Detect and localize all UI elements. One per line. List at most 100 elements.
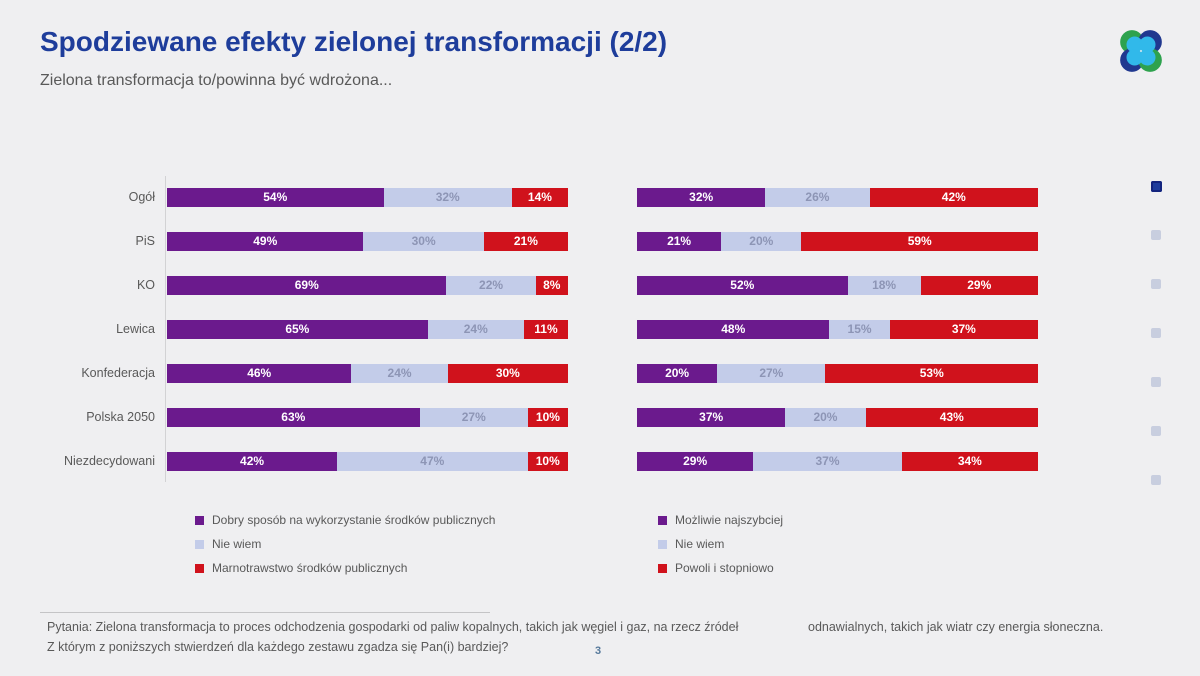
stacked-bar: 20% 27% 53% (637, 363, 1038, 383)
category-labels: Ogół PiS KO Lewica Konfederacja Polska 2050 Ni… (0, 175, 155, 483)
bar-row: 37% 20% 43% (637, 395, 1039, 439)
legend-item: Nie wiem (658, 532, 783, 556)
bar-segment: 21% (637, 231, 722, 251)
slide-nav-dot[interactable] (1151, 181, 1162, 192)
bar-segment: 59% (801, 231, 1038, 251)
bar-row: 20% 27% 53% (637, 351, 1038, 395)
bar-segment: 32% (637, 187, 766, 207)
bar-segment: 24% (351, 363, 448, 383)
stacked-bar: 48% 15% 37% (637, 319, 1039, 339)
bar-segment: 10% (527, 407, 568, 427)
legend-item: Możliwie najszybciej (658, 508, 783, 532)
page-title: Spodziewane efekty zielonej transformacj… (40, 26, 668, 57)
bar-segment: 18% (847, 275, 921, 295)
chart-public-funds: 54% 32% 14% 49% 30% 21% 69% 22% 8% 65% 24% 11% 46% 24… (167, 175, 568, 483)
bar-segment: 24% (427, 319, 524, 339)
legend-label: Nie wiem (675, 537, 725, 551)
bar-segment: 49% (167, 231, 364, 251)
bar-row: 21% 20% 59% (637, 219, 1038, 263)
bar-segment: 54% (167, 187, 384, 207)
slide-nav-dot[interactable] (1151, 230, 1161, 240)
bar-row: 69% 22% 8% (167, 263, 568, 307)
stacked-bar: 42% 47% 10% (167, 451, 568, 471)
footnote-line1: Pytania: Zielona transformacja to proces… (47, 620, 739, 634)
category-label: Polska 2050 (86, 410, 155, 424)
bar-segment: 32% (383, 187, 512, 207)
footnote-line2: Z którym z poniższych stwierdzeń dla każ… (47, 640, 509, 654)
stacked-bar: 69% 22% 8% (167, 275, 568, 295)
bar-segment: 42% (869, 187, 1038, 207)
bar-segment: 63% (167, 407, 420, 427)
legend-marker-icon (195, 539, 204, 549)
slide-nav-dot[interactable] (1151, 328, 1161, 338)
legend-public-funds: Dobry sposób na wykorzystanie środków pu… (195, 508, 495, 580)
category-label: Konfederacja (81, 366, 155, 380)
bar-segment: 29% (920, 275, 1038, 295)
bar-segment: 27% (419, 407, 528, 427)
slide-nav-dot[interactable] (1151, 475, 1161, 485)
bar-segment: 20% (721, 231, 802, 251)
bar-row: 48% 15% 37% (637, 307, 1039, 351)
clover-logo-icon (1112, 22, 1170, 80)
bar-segment: 34% (901, 451, 1039, 471)
bar-segment: 21% (483, 231, 568, 251)
bar-segment: 52% (637, 275, 848, 295)
bar-segment: 37% (753, 451, 902, 471)
legend-pace: Możliwie najszybciej Nie wiem Powoli i sto… (658, 508, 783, 580)
page-number: 3 (594, 645, 602, 657)
stacked-bar: 63% 27% 10% (167, 407, 568, 427)
stacked-bar: 65% 24% 11% (167, 319, 568, 339)
bar-segment: 10% (527, 451, 568, 471)
bar-segment: 47% (337, 451, 528, 471)
category-label: KO (136, 278, 155, 292)
legend-label: Nie wiem (212, 537, 262, 551)
bar-segment: 69% (167, 275, 447, 295)
legend-marker-icon (658, 563, 667, 573)
legend-item: Nie wiem (195, 532, 495, 556)
bar-segment: 11% (523, 319, 568, 339)
bar-segment: 20% (785, 407, 866, 427)
stacked-bar: 21% 20% 59% (637, 231, 1038, 251)
legend-label: Marnotrawstwo środków publicznych (212, 561, 408, 575)
category-label: Ogół (128, 190, 155, 204)
stacked-bar: 29% 37% 34% (637, 451, 1039, 471)
bar-segment: 8% (535, 275, 568, 295)
bar-row: 54% 32% 14% (167, 175, 568, 219)
bar-row: 49% 30% 21% (167, 219, 568, 263)
legend-label: Dobry sposób na wykorzystanie środków pu… (212, 513, 496, 527)
footnote-right: odnawialnych, takich jak wiatr czy energ… (808, 620, 1104, 634)
legend-label: Możliwie najszybciej (675, 513, 784, 527)
page-subtitle: Zielona transformacja to/powinna być wdr… (40, 72, 393, 89)
slide-nav-dot[interactable] (1151, 377, 1161, 387)
stacked-bar: 54% 32% 14% (167, 187, 568, 207)
stacked-bar: 32% 26% 42% (637, 187, 1038, 207)
category-label: PiS (135, 234, 155, 248)
bar-segment: 43% (865, 407, 1039, 427)
bar-segment: 20% (637, 363, 718, 383)
slide-nav-dot[interactable] (1151, 426, 1161, 436)
stacked-bar: 49% 30% 21% (167, 231, 568, 251)
bar-segment: 30% (363, 231, 484, 251)
bar-segment: 65% (167, 319, 428, 339)
stacked-bar: 52% 18% 29% (637, 275, 1038, 295)
legend-item: Marnotrawstwo środków publicznych (195, 556, 495, 580)
bar-row: 46% 24% 30% (167, 351, 568, 395)
legend-marker-icon (195, 515, 204, 525)
legend-marker-icon (658, 515, 667, 525)
bar-row: 65% 24% 11% (167, 307, 568, 351)
bar-segment: 15% (829, 319, 890, 339)
legend-marker-icon (195, 563, 204, 573)
bar-segment: 46% (167, 363, 352, 383)
bar-segment: 26% (765, 187, 870, 207)
category-label: Lewica (116, 322, 155, 336)
stacked-bar: 46% 24% 30% (167, 363, 568, 383)
bar-row: 42% 47% 10% (167, 439, 568, 483)
chart-pace: 32% 26% 42% 21% 20% 59% 52% 18% 29% 48% 15% 37% 20% 2… (637, 175, 1039, 483)
bar-segment: 30% (447, 363, 568, 383)
bar-row: 29% 37% 34% (637, 439, 1039, 483)
footer-divider (40, 612, 490, 613)
bar-segment: 48% (637, 319, 830, 339)
slide-nav-dot[interactable] (1151, 279, 1161, 289)
bar-segment: 29% (637, 451, 754, 471)
